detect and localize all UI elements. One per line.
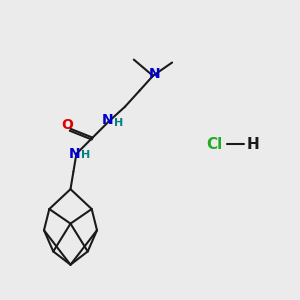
Text: H: H — [247, 136, 260, 152]
Text: H: H — [114, 118, 123, 128]
Text: H: H — [81, 150, 90, 160]
Text: N: N — [148, 67, 160, 81]
Text: N: N — [69, 147, 81, 161]
Text: N: N — [101, 113, 113, 127]
Text: Cl: Cl — [207, 136, 223, 152]
Text: O: O — [61, 118, 73, 132]
